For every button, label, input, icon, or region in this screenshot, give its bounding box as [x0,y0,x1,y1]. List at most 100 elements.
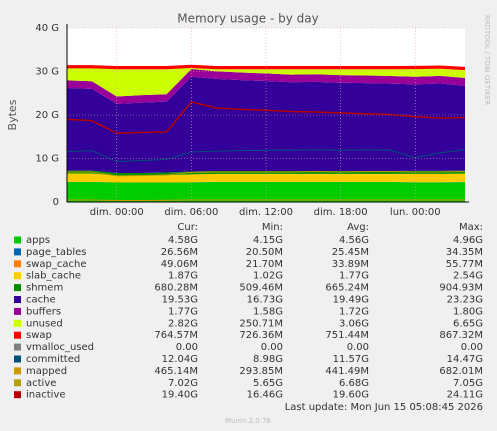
legend-stat: 8.98G [253,354,283,365]
legend-swatch [14,284,21,292]
x-tick-label: dim. 18:00 [314,207,368,218]
legend-stat: 4.96G [453,235,483,246]
legend-stat: 0.00 [461,342,483,353]
version: Munin 2.0.76 [225,417,271,425]
legend-stat: 6.65G [453,318,483,329]
x-tick-label: lun. 00:00 [390,207,441,218]
legend-entry: page_tables [26,247,87,258]
legend-stat: 441.49M [325,366,369,377]
legend-entry: mapped [26,366,67,377]
legend-stat: 1.72G [339,306,369,317]
x-tick-label: dim. 06:00 [164,207,218,218]
y-axis-label: Bytes [6,99,19,130]
area [67,67,465,97]
legend-swatch [14,379,21,387]
legend-entry: apps [26,235,50,246]
legend-stat: 764.57M [154,330,198,341]
legend-stat: 680.28M [154,283,198,294]
area [67,181,465,183]
line [67,199,466,201]
legend-stat: 34.35M [446,247,483,258]
legend-swatch [14,296,21,303]
footer: Last update: Mon Jun 15 05:08:45 2026 [285,402,483,413]
legend-entry: active [26,378,56,389]
legend-stat: 16.73G [247,295,283,306]
legend-swatch [14,355,21,363]
legend-stat: 24.11G [447,390,483,401]
legend-stat: 250.71M [239,318,283,329]
legend-stat: 867.32M [439,330,483,341]
legend-stat: 16.46G [247,390,283,401]
legend-stat: 49.06M [161,259,198,270]
legend-stat: 11.57G [333,354,369,365]
legend-swatch [14,307,21,315]
y-tick-label: 0 [53,197,59,208]
line [67,171,466,177]
legend-entry: slab_cache [26,271,81,282]
legend-stat: 3.06G [339,318,369,329]
legend-swatch [14,248,21,256]
legend-stat: 0.00 [176,342,198,353]
legend-stat: 19.49G [333,295,369,306]
legend-stat: 23.23G [447,295,483,306]
line [66,149,466,163]
area [67,173,465,183]
legend-stat: 465.14M [154,366,198,377]
legend-stat: 6.68G [339,378,369,389]
legend-stat: 904.93M [439,283,483,294]
legend-swatch [14,367,21,375]
legend-swatch [14,343,21,351]
legend-stat: 19.53G [162,295,198,306]
legend-stat: 2.82G [168,318,198,329]
legend-swatch [14,391,21,399]
area [67,181,465,202]
legend-stat: 4.15G [253,235,283,246]
legend-entry: cache [26,295,56,306]
legend-entry: shmem [26,283,63,294]
legend-stat: 1.80G [453,306,483,317]
legend-entry: unused [26,318,63,329]
legend-swatch [14,236,21,244]
legend-stat: 21.70M [246,259,283,270]
legend-stat: 1.77G [339,271,369,282]
legend-stat: 0.00 [261,342,283,353]
legend-swatch [14,272,21,280]
legend-stat: 55.77M [446,259,483,270]
legend-stat: 4.58G [168,235,198,246]
legend-stat: 726.36M [239,330,283,341]
y-tick-label: 20 G [35,110,59,121]
legend-stat: 1.58G [253,306,283,317]
legend-stat: 14.47G [447,354,483,365]
chart-title: Memory usage - by day [177,12,318,26]
legend-stat: 25.45M [332,247,369,258]
legend-stat: 20.50M [246,247,283,258]
x-tick-label: dim. 00:00 [90,207,144,218]
legend-stat: 682.01M [439,366,483,377]
legend-stat: 1.87G [168,271,198,282]
legend-entry: swap_cache [26,259,86,270]
legend-stat: 26.56M [161,247,198,258]
stats-header: Avg: [347,222,369,233]
legend-entry: vmalloc_used [26,342,94,353]
legend-stat: 665.24M [325,283,369,294]
stats-header: Cur: [177,222,198,233]
legend-stat: 5.65G [253,378,283,389]
side-text: RRDTOOL / TOBI OETIKER [483,15,491,105]
x-tick-label: dim. 12:00 [239,207,293,218]
legend-swatch [14,319,21,327]
legend-entry: swap [26,330,52,341]
legend-stat: 19.60G [333,390,369,401]
line [66,101,466,135]
legend-stat: 19.40G [162,390,198,401]
legend-stat: 4.56G [339,235,369,246]
stats-header: Min: [262,222,283,233]
legend-swatch [14,331,21,339]
legend-stat: 7.02G [168,378,198,389]
y-tick-label: 10 G [35,154,59,165]
legend-stat: 33.89M [332,259,369,270]
legend-stat: 509.46M [239,283,283,294]
legend-swatch [14,260,21,268]
legend-stat: 1.77G [168,306,198,317]
